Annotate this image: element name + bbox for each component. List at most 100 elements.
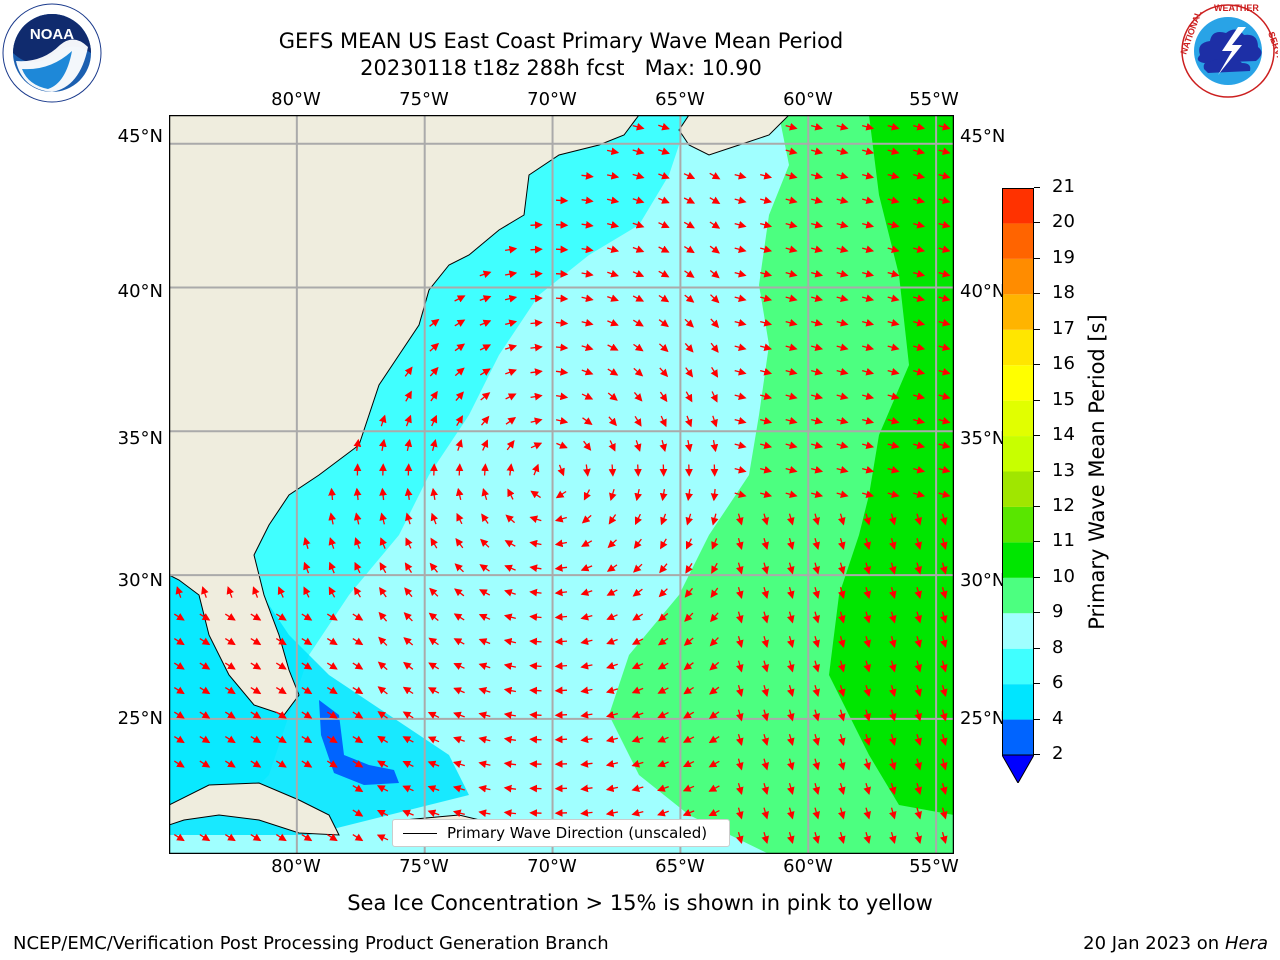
wave-arrow <box>377 760 389 768</box>
wave-arrow <box>580 637 593 646</box>
wave-arrow <box>555 392 569 401</box>
wave-arrow <box>888 685 897 698</box>
wave-arrow <box>505 417 517 425</box>
colorbar-tick-label: 12 <box>1052 494 1075 516</box>
wave-arrow <box>608 440 616 452</box>
wave-arrow <box>377 661 388 671</box>
wave-arrow <box>786 636 795 649</box>
wave-arrow <box>685 367 694 378</box>
wave-arrow <box>608 416 617 427</box>
wave-arrow <box>862 441 875 450</box>
wave-arrow <box>914 685 922 698</box>
wave-arrow <box>812 636 820 649</box>
colorbar-tick-label: 2 <box>1052 743 1064 764</box>
wave-arrow <box>761 734 769 747</box>
wave-arrow <box>709 245 720 254</box>
wave-arrow <box>863 513 871 526</box>
wave-arrow <box>786 734 795 747</box>
wave-arrow <box>887 465 900 474</box>
wave-arrow <box>938 220 951 229</box>
lat-label-right: 45°N <box>960 126 1006 147</box>
colorbar-tick-mark <box>1034 647 1040 649</box>
wave-arrow <box>939 783 948 796</box>
wave-arrow <box>888 587 897 600</box>
wave-arrow <box>913 465 926 474</box>
wave-arrow <box>478 687 491 695</box>
wave-arrow <box>454 343 466 352</box>
lat-label-left: 35°N <box>117 428 163 449</box>
wave-arrow <box>530 392 543 401</box>
wave-arrow <box>888 807 897 820</box>
wave-arrow <box>376 809 389 817</box>
wave-arrow <box>888 832 897 845</box>
sea-ice-caption: Sea Ice Concentration > 15% is shown in … <box>347 891 933 915</box>
wave-arrow <box>326 637 338 646</box>
zone-10-11s <box>829 115 954 815</box>
wave-arrow <box>761 562 769 575</box>
colorbar-tick-label: 18 <box>1052 282 1075 304</box>
wave-arrow <box>708 809 720 817</box>
wave-arrow <box>480 538 490 548</box>
colorbar-bin <box>1002 471 1034 507</box>
wave-arrow <box>555 294 569 303</box>
wave-arrow <box>683 711 695 719</box>
wave-arrow <box>862 367 875 376</box>
lon-label-top: 55°W <box>909 89 959 110</box>
wave-arrow <box>887 220 900 229</box>
wave-arrow <box>863 587 871 600</box>
wave-arrow <box>836 367 849 376</box>
wave-arrow <box>914 611 922 624</box>
wave-arrow <box>633 367 644 377</box>
wave-arrow <box>224 833 236 842</box>
wave-arrow <box>353 487 362 501</box>
wave-arrow <box>734 465 747 474</box>
wave-arrow <box>811 465 824 474</box>
wave-arrow <box>633 538 642 549</box>
wave-arrow <box>939 807 948 820</box>
wave-arrow <box>684 294 695 303</box>
wave-arrow <box>939 660 948 673</box>
wave-arrow <box>607 220 620 229</box>
wave-arrow <box>658 294 670 303</box>
wave-arrow <box>352 833 364 842</box>
wave-arrow <box>454 588 465 597</box>
nws-logo: NATIONAL WEATHER SERVICE <box>1178 3 1280 99</box>
wave-arrow <box>684 439 693 453</box>
wave-arrow <box>631 784 644 792</box>
wave-arrow <box>709 686 720 695</box>
lat-label-right: 40°N <box>960 281 1006 302</box>
wave-arrow <box>429 438 438 451</box>
wave-arrow <box>837 587 846 600</box>
wave-arrow <box>606 147 620 156</box>
wave-arrow <box>581 539 593 547</box>
wave-arrow <box>836 490 849 499</box>
wave-arrow <box>275 760 287 768</box>
wave-arrow <box>913 245 926 254</box>
wave-arrow <box>377 686 388 695</box>
wave-arrow <box>862 196 875 205</box>
wave-arrow <box>455 391 464 402</box>
wave-arrow <box>352 711 364 719</box>
wave-arrow <box>427 736 440 744</box>
wave-arrow <box>405 512 413 525</box>
wave-arrow <box>786 758 795 771</box>
wave-arrow <box>199 613 211 621</box>
wave-arrow <box>503 637 517 646</box>
wave-arrow <box>606 588 618 596</box>
colorbar-tick-mark <box>1034 364 1040 366</box>
wave-arrow <box>252 586 260 598</box>
wave-arrow <box>353 586 362 598</box>
wave-arrow <box>785 245 798 254</box>
wave-arrow <box>812 660 820 673</box>
wave-arrow <box>735 587 744 600</box>
lon-label-top: 75°W <box>399 89 449 110</box>
wave-arrow <box>914 807 922 820</box>
wave-arrow <box>658 196 670 204</box>
wave-arrow <box>405 537 413 549</box>
wave-arrow <box>811 367 824 376</box>
wave-arrow <box>785 220 798 229</box>
wave-arrow <box>836 196 849 205</box>
wave-arrow <box>811 220 824 229</box>
colorbar-tick-mark <box>1034 328 1040 330</box>
lat-label-right: 35°N <box>960 428 1006 449</box>
